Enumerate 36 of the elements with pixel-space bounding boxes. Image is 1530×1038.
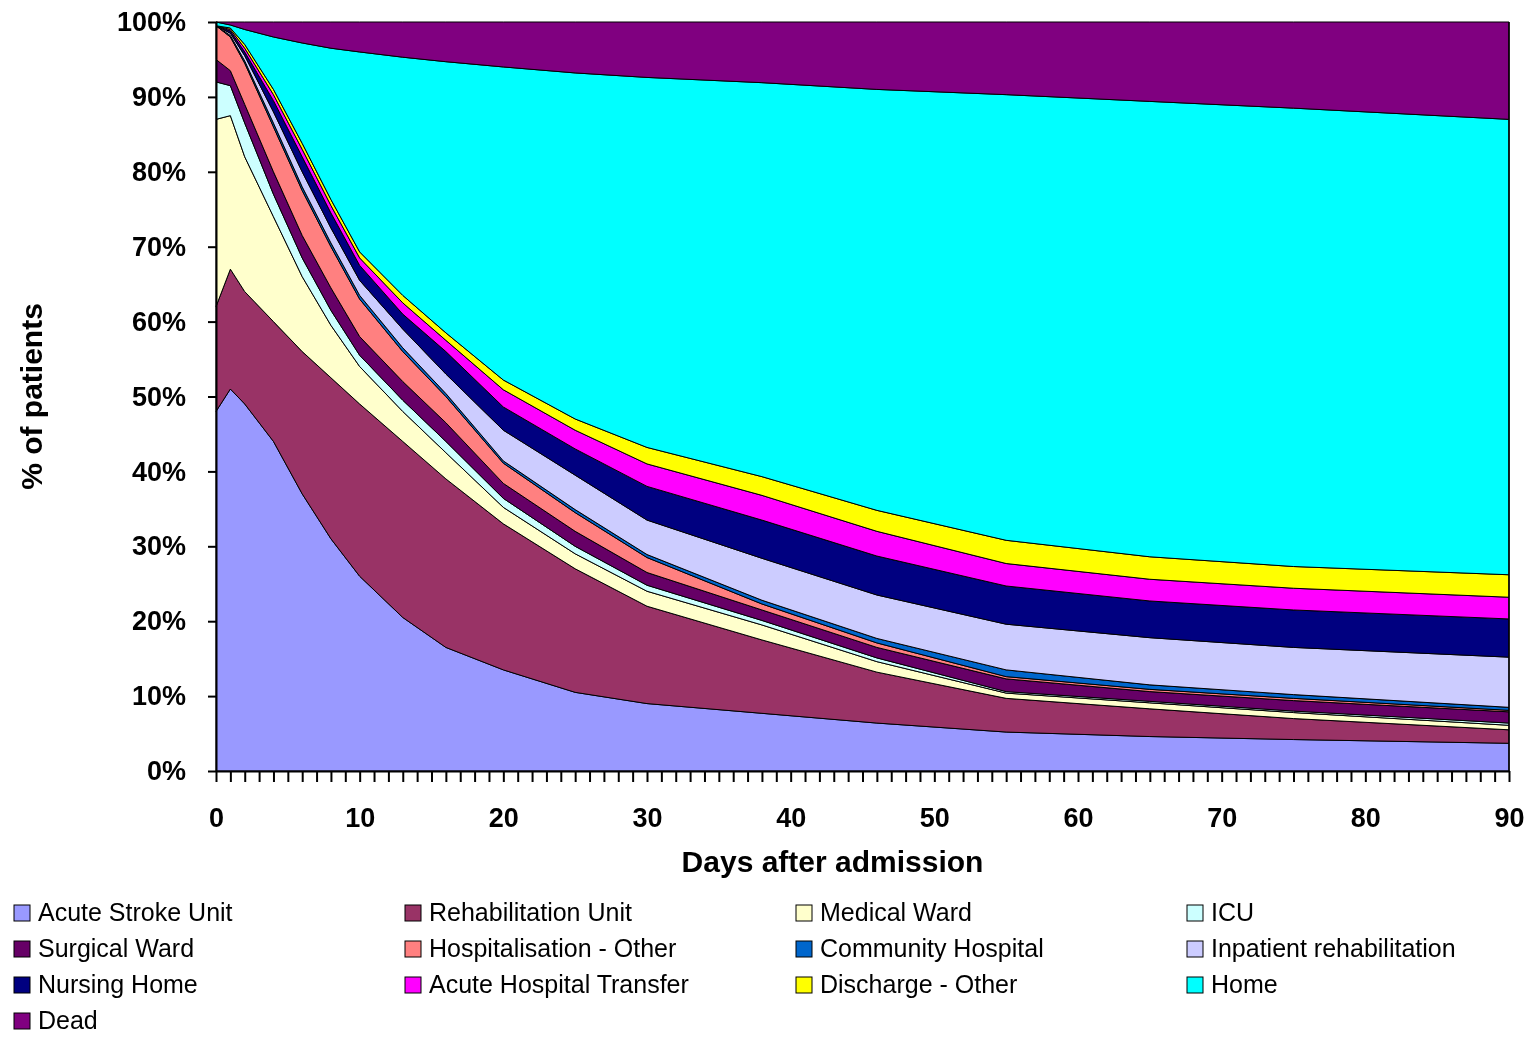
legend-label: Inpatient rehabilitation (1211, 934, 1456, 962)
y-tick-label: 30% (131, 531, 186, 562)
y-tick-label: 90% (131, 82, 186, 113)
legend-label: Hospitalisation - Other (429, 934, 677, 962)
y-tick-label: 20% (131, 606, 186, 637)
x-tick-label: 20 (488, 803, 519, 834)
x-tick-label: 70 (1207, 803, 1238, 834)
y-tick-label: 100% (116, 7, 186, 38)
legend-label: ICU (1211, 898, 1255, 926)
legend-label: Acute Stroke Unit (38, 898, 233, 926)
x-tick-label: 30 (632, 803, 663, 834)
legend-label: Nursing Home (38, 970, 198, 998)
legend-label: Home (1211, 970, 1278, 998)
y-tick-label: 40% (131, 456, 186, 487)
x-tick-label: 90 (1494, 803, 1525, 834)
x-axis-title: Days after admission (681, 845, 984, 878)
legend-label: Medical Ward (820, 898, 972, 926)
legend-label: Dead (38, 1006, 98, 1034)
x-tick-label: 60 (1063, 803, 1094, 834)
x-tick-label: 80 (1350, 803, 1381, 834)
y-tick-label: 70% (131, 231, 186, 262)
legend-label: Discharge - Other (820, 970, 1018, 998)
y-axis-title: % of patients (15, 303, 48, 490)
x-tick-label: 50 (919, 803, 950, 834)
legend-label: Surgical Ward (38, 934, 195, 962)
legend-label: Community Hospital (820, 934, 1044, 962)
x-tick-label: 0 (208, 803, 225, 834)
y-tick-label: 60% (131, 306, 186, 337)
y-tick-label: 80% (131, 156, 186, 187)
x-tick-label: 40 (776, 803, 807, 834)
x-tick-label: 10 (345, 803, 376, 834)
y-tick-label: 0% (146, 756, 186, 787)
y-tick-label: 50% (131, 381, 186, 412)
legend-label: Rehabilitation Unit (429, 898, 632, 926)
y-tick-label: 10% (131, 681, 186, 712)
legend-label: Acute Hospital Transfer (429, 970, 689, 998)
